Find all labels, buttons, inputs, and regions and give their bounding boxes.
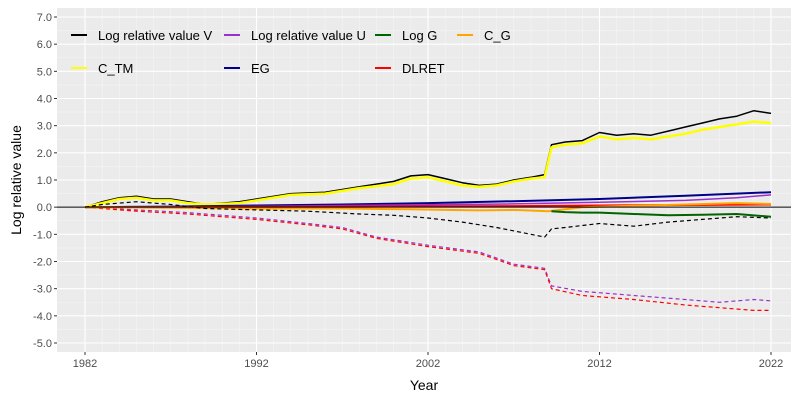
legend-item: Log relative value U <box>224 28 366 43</box>
x-tick-label: 1982 <box>73 358 97 370</box>
y-axis-title: Log relative value <box>8 125 24 235</box>
series-line-log-relative-value-u-dashed <box>84 206 772 303</box>
x-tick-label: 2022 <box>759 358 783 370</box>
x-axis-ticks: 1982 1992 2002 2012 2022 <box>73 352 783 370</box>
legend-item: C_G <box>457 28 511 43</box>
y-tick-label: -1.0 <box>33 229 52 241</box>
x-axis-title: Year <box>410 377 439 393</box>
y-tick-label: 3.0 <box>37 121 52 133</box>
legend-label: EG <box>251 61 270 76</box>
legend-label: DLRET <box>402 61 445 76</box>
series-line-c-tm <box>84 120 772 209</box>
legend-item: Log relative value V <box>71 28 213 43</box>
legend-item: DLRET <box>375 61 445 76</box>
y-tick-label: 6.0 <box>37 39 52 51</box>
series-line-log-g <box>551 210 772 218</box>
y-tick-label: 4.0 <box>37 94 52 106</box>
y-tick-label: 0.0 <box>37 202 52 214</box>
y-tick-label: -3.0 <box>33 284 52 296</box>
x-tick-label: 2012 <box>587 358 611 370</box>
y-tick-label: -4.0 <box>33 311 52 323</box>
y-tick-label: 2.0 <box>37 148 52 160</box>
legend-label: Log G <box>402 28 437 43</box>
legend-item: Log G <box>375 28 437 43</box>
series-line-c-g <box>84 202 772 213</box>
x-tick-label: 2002 <box>416 358 440 370</box>
y-tick-label: -2.0 <box>33 257 52 269</box>
legend-label: C_TM <box>98 61 133 76</box>
legend-label: C_G <box>484 28 511 43</box>
y-tick-label: 5.0 <box>37 66 52 78</box>
legend-label: Log relative value U <box>251 28 366 43</box>
y-tick-label: 1.0 <box>37 175 52 187</box>
legend-item: C_TM <box>71 61 133 76</box>
y-tick-label: -5.0 <box>33 338 52 350</box>
x-tick-label: 1992 <box>244 358 268 370</box>
legend-item: EG <box>224 61 270 76</box>
series-line-dlret-dashed <box>84 206 771 311</box>
y-axis-ticks: -5.0 -4.0 -3.0 -2.0 -1.0 0.0 1.0 2.0 3.0 4.0 5.0 6.… <box>33 12 57 350</box>
series-line-log-relative-value-v-dashed <box>84 201 772 238</box>
legend-label: Log relative value V <box>98 28 213 43</box>
y-tick-label: 7.0 <box>37 12 52 24</box>
minor-gridlines <box>57 8 791 352</box>
legend: Log relative value V Log relative value U… <box>71 28 511 76</box>
